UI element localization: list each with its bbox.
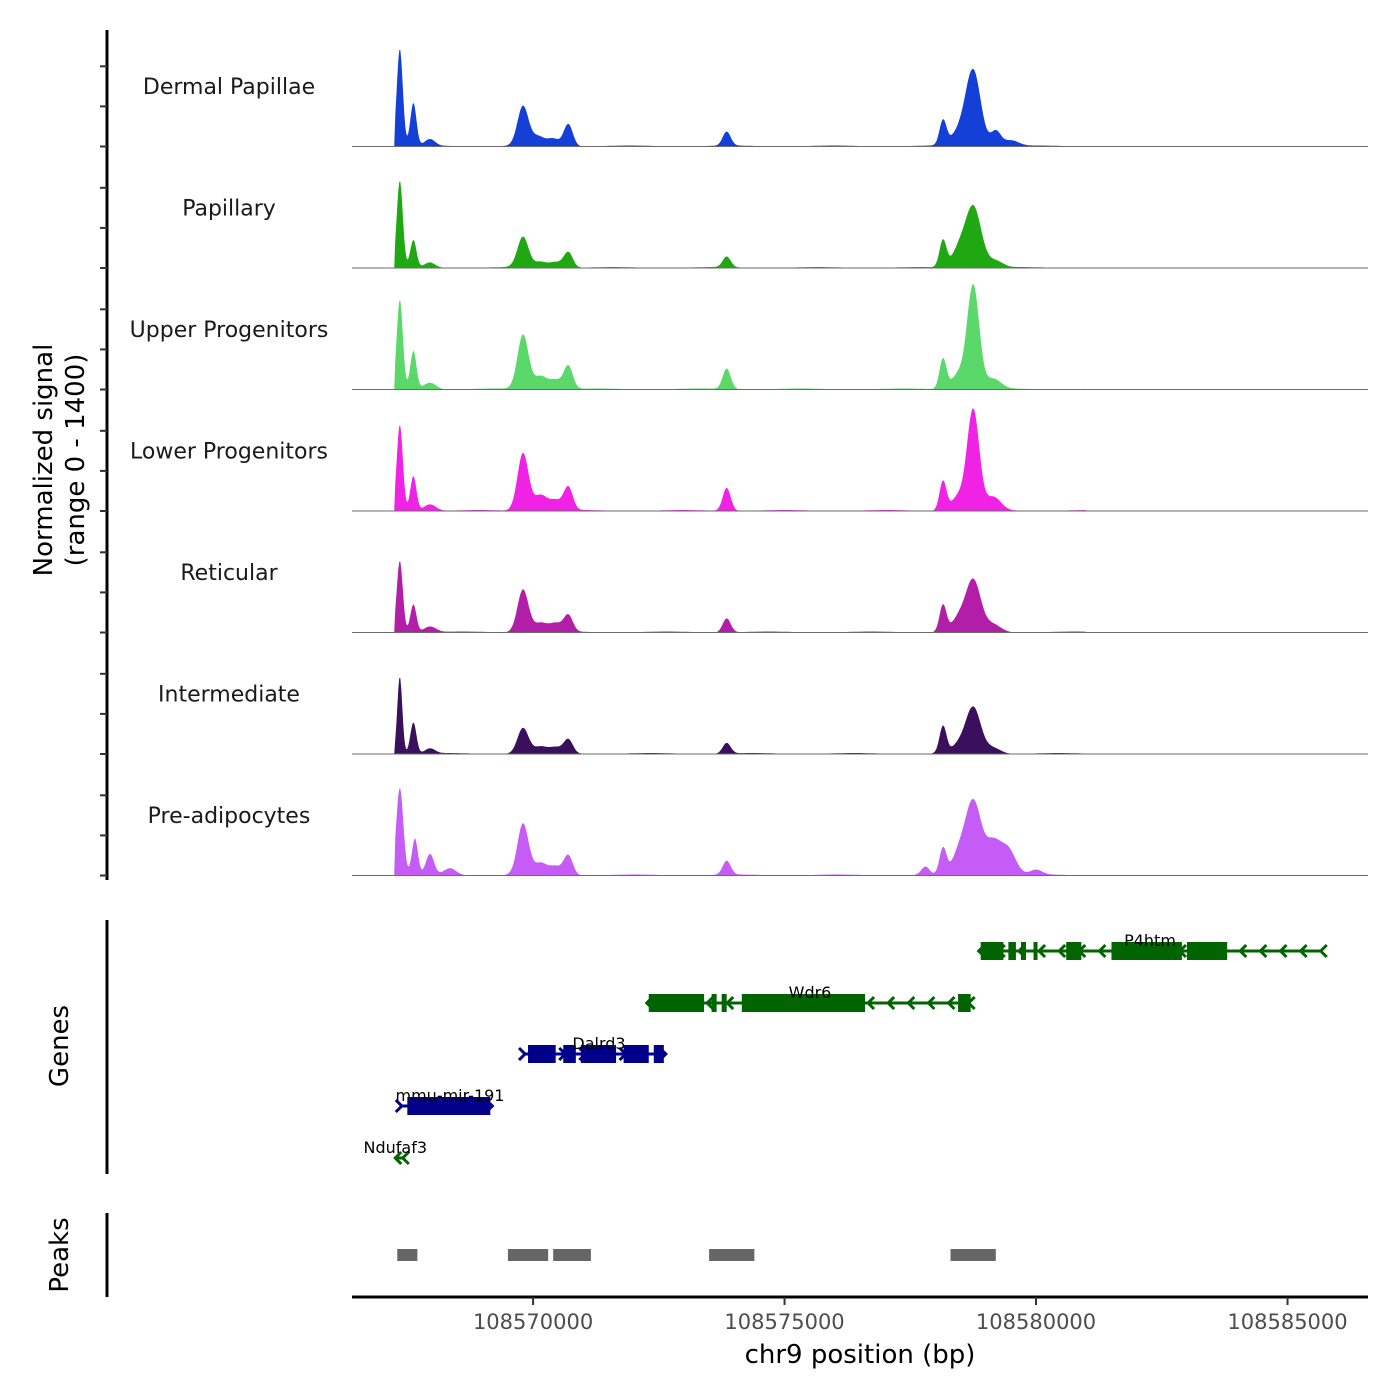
strand-chevron-icon xyxy=(1036,943,1047,959)
gene-exon xyxy=(528,1045,556,1063)
signal-area xyxy=(352,678,1368,754)
coverage-track: Lower Progenitors xyxy=(130,408,1368,512)
gene-label: Dalrd3 xyxy=(572,1034,625,1053)
gene-exon xyxy=(741,994,866,1012)
gene-exon xyxy=(711,994,717,1012)
gene-label: Wdr6 xyxy=(789,983,832,1002)
strand-chevron-icon xyxy=(393,1150,403,1166)
gene-exon xyxy=(1186,942,1228,960)
genes-panel-title: Genes xyxy=(45,1005,75,1087)
gene-exon xyxy=(958,994,971,1012)
strand-chevron-icon xyxy=(704,995,715,1011)
y-axis-title-line2: (range 0 - 1400) xyxy=(61,354,91,567)
strand-chevron-icon xyxy=(1238,943,1248,959)
strand-chevron-icon xyxy=(1057,943,1067,959)
signal-area xyxy=(352,284,1368,390)
strand-chevron-icon xyxy=(926,995,936,1011)
signal-area xyxy=(352,181,1368,268)
gene-exon xyxy=(648,994,705,1012)
x-tick-label: 108585000 xyxy=(1227,1310,1347,1334)
gene-label: mmu-mir-191 xyxy=(396,1086,505,1105)
track-label: Pre-adipocytes xyxy=(148,804,311,829)
signal-area xyxy=(352,408,1368,511)
peak-region xyxy=(397,1249,418,1261)
coverage-track: Upper Progenitors xyxy=(130,284,1368,390)
coverage-track: Reticular xyxy=(180,561,1368,633)
strand-chevron-icon xyxy=(400,1150,410,1166)
coverage-track: Pre-adipocytes xyxy=(148,788,1368,876)
gene-exon xyxy=(1033,942,1038,960)
gene-track: P4htm Wdr6 Dalrd3 mmu-mir-191 Ndufaf3 xyxy=(364,931,1328,1166)
strand-chevron-icon xyxy=(946,995,956,1011)
strand-chevron-icon xyxy=(1278,943,1288,959)
y-axis-title: Normalized signal (range 0 - 1400) xyxy=(29,344,91,577)
track-label: Intermediate xyxy=(158,682,300,707)
y-axis-title-line1: Normalized signal xyxy=(29,344,59,577)
gene-label: Ndufaf3 xyxy=(364,1138,428,1157)
gene-exon xyxy=(623,1045,649,1063)
strand-chevron-icon xyxy=(906,995,916,1011)
track-label: Papillary xyxy=(182,196,276,221)
y-axis-ticks xyxy=(100,65,107,877)
gene-model: P4htm xyxy=(976,931,1328,960)
signal-area xyxy=(352,788,1368,876)
peak-region xyxy=(553,1249,591,1261)
peaks-panel-title: Peaks xyxy=(45,1217,75,1292)
gene-exon xyxy=(407,1097,491,1115)
strand-chevron-icon xyxy=(1298,943,1308,959)
coverage-tracks: Dermal Papillae Papillary Upper Progenitor… xyxy=(130,50,1368,876)
gene-exon xyxy=(563,1045,576,1063)
peak-region xyxy=(507,1249,549,1261)
gene-exon xyxy=(721,994,727,1012)
peak-track xyxy=(397,1249,996,1261)
gene-exon xyxy=(1020,942,1026,960)
track-label: Dermal Papillae xyxy=(143,75,315,100)
signal-area xyxy=(352,561,1368,633)
x-axis-title: chr9 position (bp) xyxy=(745,1340,976,1370)
strand-chevron-icon xyxy=(394,1098,404,1114)
strand-chevron-icon xyxy=(886,995,896,1011)
x-tick-label: 108570000 xyxy=(473,1310,593,1334)
gene-exon xyxy=(580,1045,617,1063)
x-tick-label: 108575000 xyxy=(724,1310,844,1334)
gene-model: Ndufaf3 xyxy=(364,1138,428,1166)
gene-model: Wdr6 xyxy=(644,983,976,1012)
x-axis-ticks: 108570000 108575000 108580000 108585000 xyxy=(473,1297,1348,1334)
track-label: Lower Progenitors xyxy=(130,439,328,464)
strand-chevron-icon xyxy=(865,995,876,1011)
coverage-track: Intermediate xyxy=(158,678,1368,755)
strand-chevron-icon xyxy=(1318,943,1328,959)
strand-chevron-icon xyxy=(1258,943,1268,959)
gene-exon xyxy=(653,1045,664,1063)
strand-chevron-icon xyxy=(1097,943,1107,959)
gene-exon xyxy=(980,942,1004,960)
track-label: Reticular xyxy=(180,561,278,586)
signal-area xyxy=(352,50,1368,147)
gene-exon xyxy=(1066,942,1082,960)
coverage-track: Papillary xyxy=(182,181,1368,269)
track-label: Upper Progenitors xyxy=(130,318,329,343)
gene-model: Dalrd3 xyxy=(517,1034,668,1063)
peak-region xyxy=(950,1249,996,1261)
coverage-track: Dermal Papillae xyxy=(143,50,1368,147)
x-tick-label: 108580000 xyxy=(976,1310,1096,1334)
strand-chevron-icon xyxy=(725,995,735,1011)
strand-chevron-icon xyxy=(517,1046,528,1062)
gene-label: P4htm xyxy=(1124,931,1176,950)
gene-exon xyxy=(1008,942,1016,960)
peak-region xyxy=(709,1249,755,1261)
gene-exon xyxy=(1111,942,1182,960)
gene-model: mmu-mir-191 xyxy=(394,1086,505,1115)
